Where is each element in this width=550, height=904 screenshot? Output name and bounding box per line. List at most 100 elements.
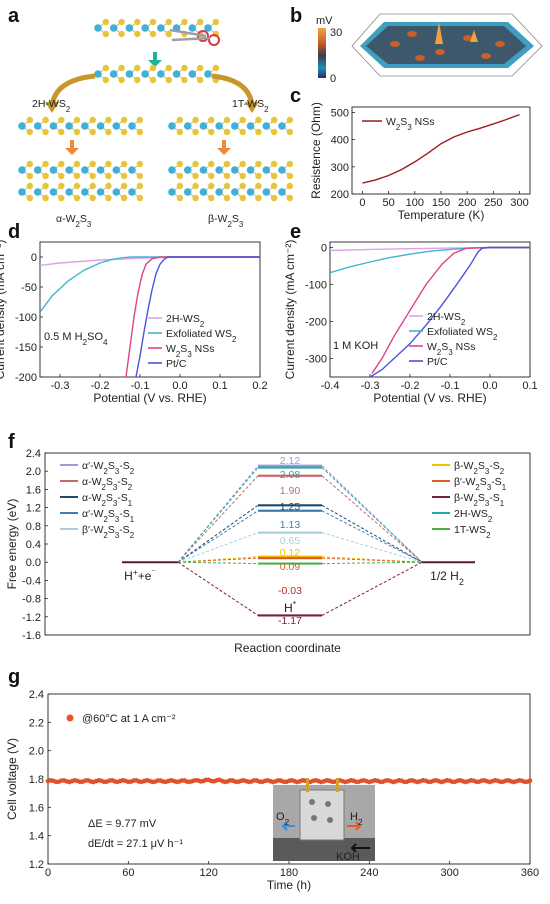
w-atom: [215, 188, 223, 196]
s-atom: [105, 160, 112, 168]
s-atom: [136, 116, 144, 124]
s-atom: [120, 194, 128, 202]
s-atom: [136, 160, 144, 168]
y-tick-label: -100: [15, 312, 37, 324]
w-atom: [183, 166, 192, 174]
y-tick-label: 400: [331, 135, 349, 147]
s-atom: [42, 116, 49, 124]
s-atom: [208, 116, 215, 124]
x-axis-label: Potential (V vs. RHE): [93, 391, 206, 405]
y-axis-label: Current density (mA cm⁻²): [283, 240, 297, 380]
series-line-0: [362, 113, 520, 184]
w-atom: [199, 188, 208, 196]
legend-label-left-0: α′-W2S3-S2: [82, 460, 134, 476]
s-atom: [120, 182, 128, 190]
w-atom: [168, 122, 176, 130]
w-atom: [183, 122, 192, 130]
y-tick-label: 500: [331, 107, 349, 119]
y-tick-label: -1.2: [22, 612, 41, 624]
scissors-icon: [208, 34, 220, 46]
y-tick-label: 1.2: [29, 859, 44, 871]
s-atom: [208, 194, 215, 202]
beta-layer-top: [168, 160, 294, 180]
electrolyte-annotation: 1 M KOH: [333, 340, 378, 352]
label-1t-ws2: 1T-WS2: [232, 98, 268, 114]
legend-label-0: 2H-WS2: [427, 311, 465, 327]
y-tick-label: -50: [21, 282, 37, 294]
s-atom: [192, 160, 199, 168]
category-initial: H++e⁻: [124, 567, 156, 583]
bolt: [325, 801, 331, 807]
s-atom: [255, 116, 262, 124]
legend-label-right-2: β-W2S3-S1: [454, 492, 504, 508]
s-atom: [286, 128, 294, 136]
s-atom: [286, 182, 294, 190]
series-voltage: [45, 777, 533, 785]
connector-3: [177, 504, 423, 563]
y-tick-label: 2.2: [29, 717, 44, 729]
s-atom: [192, 182, 199, 190]
s-atom: [102, 18, 110, 26]
s-atom: [176, 128, 184, 136]
connector-4: [177, 510, 423, 563]
x-tick-label: -0.1: [131, 380, 150, 392]
scissors-icon: [197, 30, 209, 42]
colorbar-tick-max: 30: [330, 27, 342, 39]
s-atom: [223, 172, 231, 180]
exfoliated-layer: [94, 64, 220, 84]
w-atom: [246, 122, 255, 130]
y-axis-label: Resistence (Ohm): [309, 102, 323, 199]
s-atom: [26, 194, 34, 202]
s-atom: [165, 30, 172, 38]
surface-peak: [415, 55, 425, 61]
scissors-blade: [169, 28, 211, 42]
curved-arrow-right: [211, 73, 255, 107]
y-tick-label: -200: [15, 372, 37, 384]
s-atom: [136, 182, 144, 190]
s-atom: [73, 128, 81, 136]
s-atom: [255, 172, 262, 180]
legend-label-3: Pt/C: [166, 358, 187, 370]
w-atom: [168, 166, 176, 174]
w-atom: [262, 188, 271, 196]
s-atom: [118, 64, 125, 72]
s-atom: [176, 172, 184, 180]
s-atom: [120, 116, 128, 124]
y-tick-label: 0.8: [26, 521, 41, 533]
s-atom: [286, 172, 294, 180]
w-atom: [204, 70, 212, 78]
s-atom: [239, 182, 246, 190]
legend-label: @60°C at 1 A cm⁻²: [82, 713, 176, 725]
panel-g-chart: 0 60 120 180 240 300 360 1.2 1.4 1.6 1.8 2.0 2.2 2.4 T…: [5, 689, 539, 892]
x-axis-label: Potential (V vs. RHE): [373, 391, 486, 405]
surface-peak: [407, 31, 417, 37]
o2-arrow-icon: [281, 821, 295, 831]
s-atom: [270, 172, 278, 180]
s-atom: [192, 172, 199, 180]
w-atom: [172, 70, 181, 78]
1t-layer: [168, 116, 294, 136]
s-atom: [208, 172, 215, 180]
w-atom: [141, 24, 149, 32]
x-tick-label: -0.3: [361, 380, 380, 392]
w-atom: [18, 188, 26, 196]
arrowhead: [45, 102, 59, 113]
w-atom: [96, 188, 105, 196]
s-atom: [102, 30, 110, 38]
w-atom: [231, 122, 239, 130]
y-tick-label: 2.4: [29, 689, 44, 701]
s-atom: [149, 76, 157, 84]
connector-2: [177, 475, 423, 563]
s-atom: [118, 30, 125, 38]
s-atom: [165, 64, 172, 72]
y-tick-label: 2.4: [26, 448, 41, 460]
s-atom: [176, 194, 184, 202]
s-atom: [134, 18, 141, 26]
w-atom: [278, 188, 286, 196]
s-atom: [89, 116, 96, 124]
s-atom: [26, 172, 34, 180]
w-atom: [278, 166, 286, 174]
w-atom: [65, 188, 73, 196]
curved-arrow-left: [49, 73, 96, 107]
w-atom: [262, 122, 271, 130]
